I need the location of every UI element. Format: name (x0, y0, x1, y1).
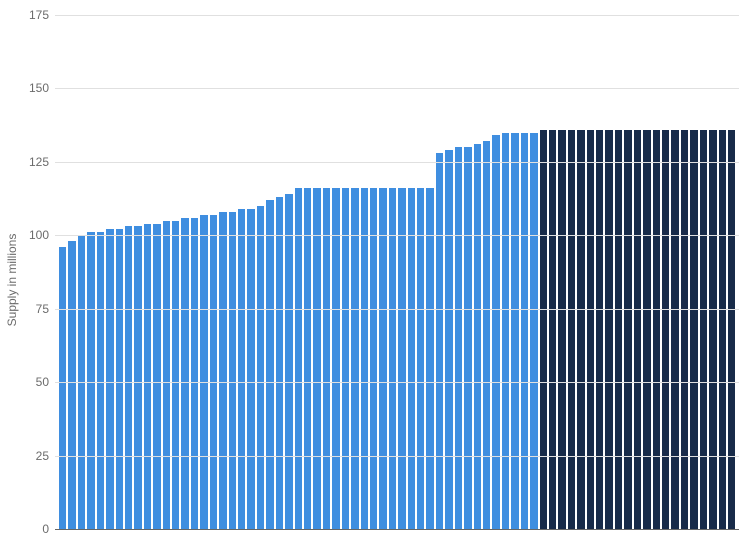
bar (474, 144, 481, 529)
bar (172, 221, 179, 529)
bar (728, 130, 735, 529)
bar (709, 130, 716, 529)
bar (492, 135, 499, 529)
bar (87, 232, 94, 529)
y-tick-label: 50 (36, 375, 49, 389)
bar (116, 229, 123, 529)
bar (323, 188, 330, 529)
bar (389, 188, 396, 529)
bar (719, 130, 726, 529)
bar (483, 141, 490, 529)
bar (530, 133, 537, 530)
bar (125, 226, 132, 529)
bar (276, 197, 283, 529)
bar (304, 188, 311, 529)
bar (134, 226, 141, 529)
bar (558, 130, 565, 529)
bar (502, 133, 509, 530)
bar (671, 130, 678, 529)
bar (653, 130, 660, 529)
y-tick-label: 0 (42, 522, 49, 536)
bar (295, 188, 302, 529)
y-tick-label: 150 (29, 81, 49, 95)
bar (662, 130, 669, 529)
bar (68, 241, 75, 529)
bar (153, 224, 160, 529)
bar (445, 150, 452, 529)
bar (455, 147, 462, 529)
bar (106, 229, 113, 529)
bar (379, 188, 386, 529)
gridline (55, 235, 739, 236)
bar (690, 130, 697, 529)
bar (191, 218, 198, 529)
bar (285, 194, 292, 529)
bar (577, 130, 584, 529)
bar (247, 209, 254, 529)
bar (351, 188, 358, 529)
bar (521, 133, 528, 530)
bar (361, 188, 368, 529)
bar (210, 215, 217, 529)
bar (540, 130, 547, 529)
bar (417, 188, 424, 529)
bar (549, 130, 556, 529)
bar (596, 130, 603, 529)
gridline (55, 88, 739, 89)
bar (163, 221, 170, 529)
bar (464, 147, 471, 529)
bar (398, 188, 405, 529)
bar (681, 130, 688, 529)
bar (219, 212, 226, 529)
y-tick-label: 25 (36, 449, 49, 463)
bar (257, 206, 264, 529)
bar (342, 188, 349, 529)
bar (568, 130, 575, 529)
bar (229, 212, 236, 529)
gridline (55, 162, 739, 163)
bar (370, 188, 377, 529)
bars-group (55, 15, 739, 529)
bar (181, 218, 188, 529)
bar (332, 188, 339, 529)
y-tick-label: 100 (29, 228, 49, 242)
plot-area: 0255075100125150175 (55, 15, 739, 530)
bar (266, 200, 273, 529)
bar (615, 130, 622, 529)
bar (426, 188, 433, 529)
bar (436, 153, 443, 529)
y-axis-label: Supply in millions (5, 234, 19, 327)
bar (587, 130, 594, 529)
bar (634, 130, 641, 529)
bar (408, 188, 415, 529)
gridline (55, 309, 739, 310)
bar (59, 247, 66, 529)
y-tick-label: 125 (29, 155, 49, 169)
bar (624, 130, 631, 529)
bar (643, 130, 650, 529)
y-tick-label: 175 (29, 8, 49, 22)
bar (200, 215, 207, 529)
bar (313, 188, 320, 529)
gridline (55, 15, 739, 16)
y-tick-label: 75 (36, 302, 49, 316)
gridline (55, 382, 739, 383)
bar (97, 232, 104, 529)
bar (700, 130, 707, 529)
gridline (55, 456, 739, 457)
bar (511, 133, 518, 530)
bar (238, 209, 245, 529)
bar (605, 130, 612, 529)
chart-container: Supply in millions 0255075100125150175 (0, 0, 754, 560)
bar (144, 224, 151, 529)
